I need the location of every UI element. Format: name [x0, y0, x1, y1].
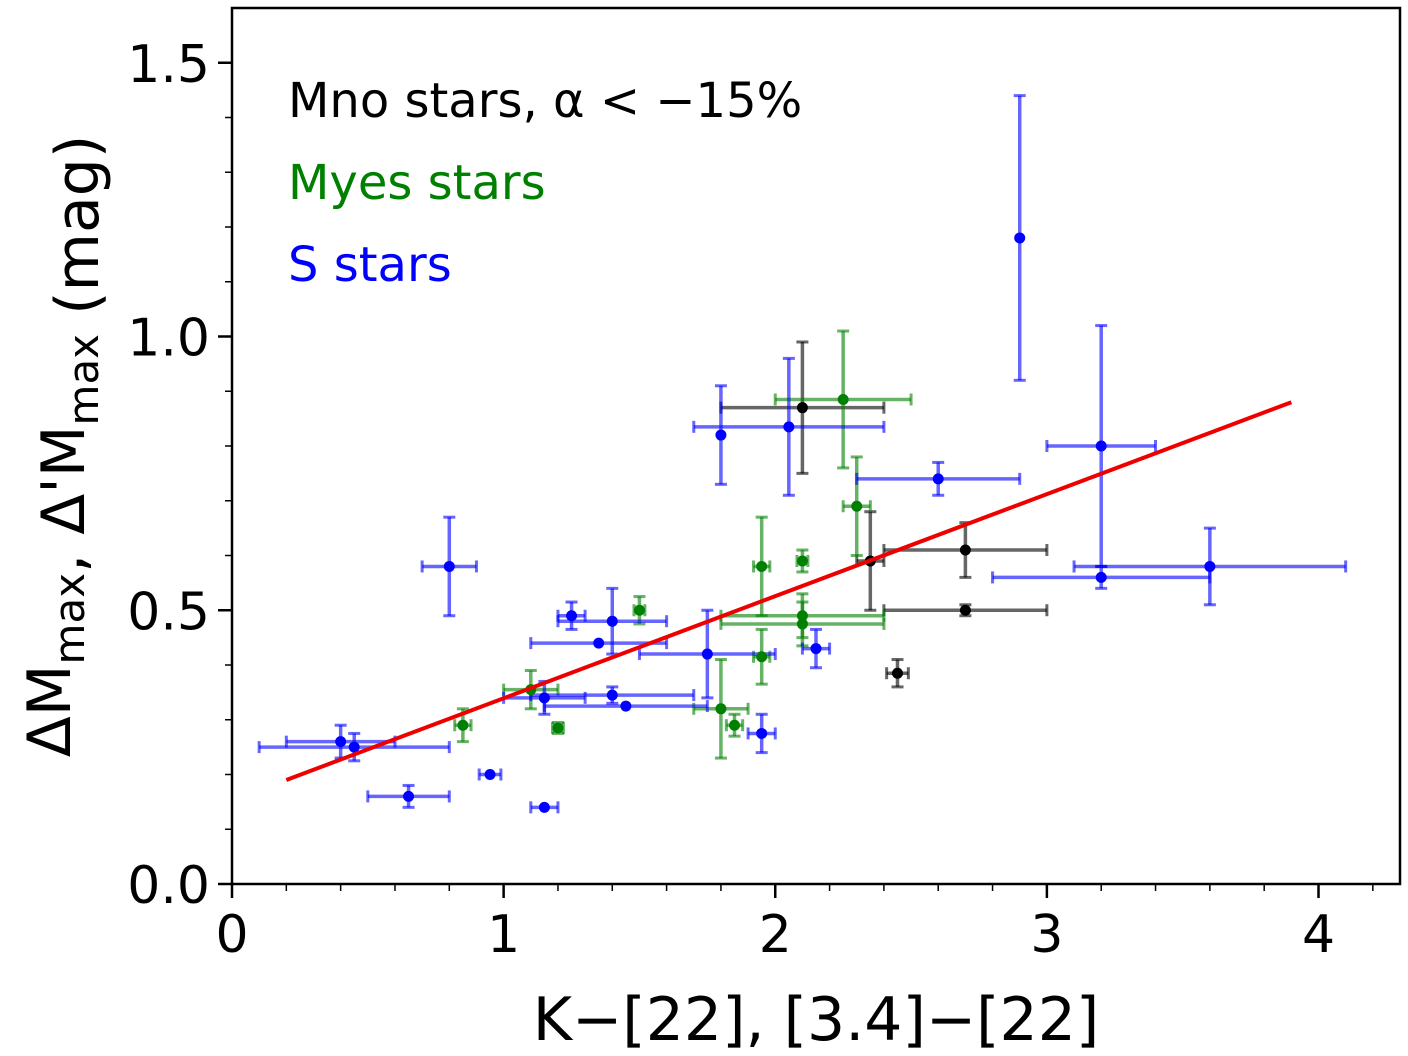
data-point — [810, 643, 822, 655]
data-point — [891, 667, 903, 679]
data-point — [729, 719, 741, 731]
data-point — [932, 473, 944, 485]
y-tick-label: 0.0 — [127, 856, 210, 916]
data-point — [796, 555, 808, 567]
data-point — [457, 719, 469, 731]
data-point — [1095, 440, 1107, 452]
data-point — [443, 560, 455, 572]
data-point — [403, 790, 415, 802]
data-point — [851, 500, 863, 512]
data-point — [606, 615, 618, 627]
data-point — [606, 689, 618, 701]
legend-entry-myes: Myes stars — [288, 155, 546, 211]
y-axis-label: ΔMmax, Δ'Mmax (mag) — [15, 135, 113, 758]
data-point — [715, 703, 727, 715]
x-tick-label: 1 — [487, 905, 520, 965]
data-point — [538, 801, 550, 813]
x-axis-label: K−[22], [3.4]−[22] — [533, 985, 1100, 1055]
data-point — [335, 736, 347, 748]
data-point — [959, 604, 971, 616]
data-point — [1095, 571, 1107, 583]
data-point — [701, 648, 713, 660]
legend-entry-s: S stars — [288, 237, 452, 293]
data-point — [959, 544, 971, 556]
data-point — [620, 700, 632, 712]
data-point — [348, 741, 360, 753]
data-point — [1014, 232, 1026, 244]
y-tick-label: 0.5 — [127, 582, 210, 642]
data-point — [633, 604, 645, 616]
data-point — [756, 651, 768, 663]
legend-entry-mno: Mno stars, α < −15% — [288, 73, 802, 129]
data-point — [715, 429, 727, 441]
y-tick-label: 1.5 — [127, 35, 210, 95]
y-tick-label: 1.0 — [127, 309, 210, 369]
data-point — [756, 727, 768, 739]
data-point — [796, 402, 808, 414]
x-tick-label: 4 — [1302, 905, 1335, 965]
data-point — [837, 393, 849, 405]
data-point — [783, 421, 795, 433]
data-point — [796, 610, 808, 622]
data-point — [484, 769, 496, 780]
x-tick-label: 0 — [215, 905, 248, 965]
data-point — [538, 692, 550, 704]
data-point — [593, 637, 605, 649]
data-point — [756, 560, 768, 572]
data-point — [566, 610, 578, 622]
data-point — [796, 618, 808, 630]
data-point — [552, 722, 564, 734]
x-tick-label: 2 — [759, 905, 792, 965]
data-point — [1204, 560, 1216, 572]
fit-line — [285, 400, 1293, 782]
x-tick-label: 3 — [1030, 905, 1063, 965]
